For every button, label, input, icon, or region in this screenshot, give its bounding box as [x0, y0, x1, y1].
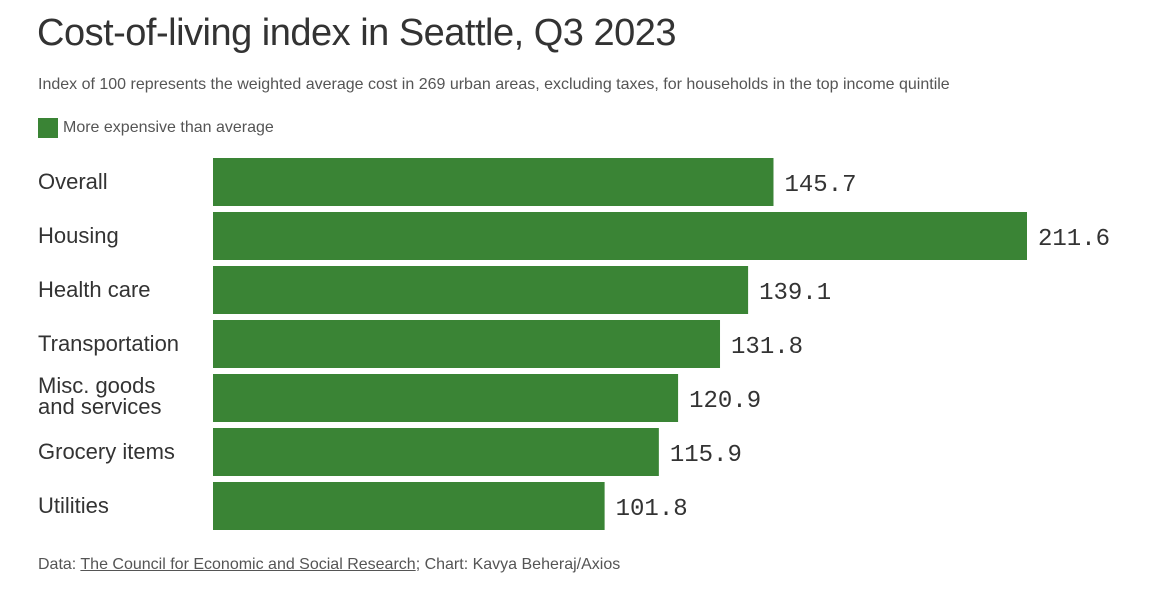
legend-swatch [38, 118, 58, 138]
category-label-2: Health care [38, 277, 151, 302]
value-label-4: 120.9 [689, 388, 761, 415]
category-label-line: and services [38, 394, 162, 419]
value-label-5: 115.9 [670, 442, 742, 469]
value-label-0: 145.7 [784, 172, 856, 199]
bar-6 [213, 482, 605, 530]
legend-label: More expensive than average [63, 119, 274, 136]
footer-data-prefix: Data: [38, 556, 81, 573]
chart-footer: Data: The Council for Economic and Socia… [38, 556, 620, 574]
source-link[interactable]: The Council for Economic and Social Rese… [80, 556, 416, 573]
bar-4 [213, 374, 679, 422]
category-label-1: Housing [38, 223, 119, 248]
value-label-1: 211.6 [1038, 226, 1110, 253]
chart-subtitle: Index of 100 represents the weighted ave… [38, 76, 950, 93]
bar-1 [213, 212, 1027, 260]
bar-0 [213, 158, 774, 206]
bar-5 [213, 428, 659, 476]
category-label-3: Transportation [38, 331, 179, 356]
value-label-3: 131.8 [731, 334, 803, 361]
category-label-6: Utilities [38, 493, 109, 518]
category-label-0: Overall [38, 169, 108, 194]
value-label-2: 139.1 [759, 280, 831, 307]
category-label-4: Misc. goods and services [38, 373, 162, 419]
category-label-5: Grocery items [38, 439, 175, 464]
category-label-line: Misc. goods [38, 373, 155, 398]
footer-credit: ; Chart: Kavya Beheraj/Axios [415, 556, 621, 573]
chart-title: Cost-of-living index in Seattle, Q3 2023 [37, 12, 677, 54]
legend: More expensive than average [38, 118, 274, 138]
value-label-6: 101.8 [616, 496, 688, 523]
bar-3 [213, 320, 721, 368]
bar-2 [213, 266, 749, 314]
